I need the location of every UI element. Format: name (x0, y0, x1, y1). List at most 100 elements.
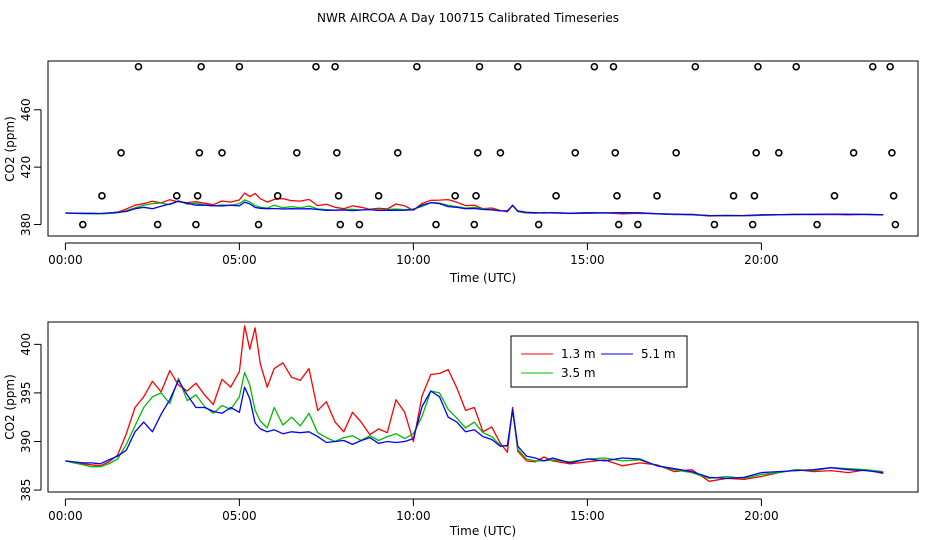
calibration-point (792, 62, 801, 71)
calibration-point (691, 62, 700, 71)
co2-timeseries-panel: 00:00 05:00 10:00 15:00 20:00 385 390 395 400 T… (3, 321, 919, 538)
calibration-point (197, 62, 205, 71)
calibration-point (634, 220, 642, 229)
calibration-point (117, 149, 125, 157)
calibration-point (254, 220, 263, 229)
legend-label-3-5m: 3.5 m (561, 366, 596, 380)
legend-label-1-3m: 1.3 m (561, 347, 596, 361)
bottom-plot-frame (47, 321, 919, 493)
calibration-point (192, 220, 200, 229)
legend-box (510, 335, 688, 388)
bottom-series-5-1-mm (65, 379, 884, 480)
top-y-tick-label: 380 (19, 213, 33, 236)
calibration-point (312, 62, 320, 71)
top-y-tick-label: 460 (19, 98, 33, 121)
calibration-point (355, 220, 364, 229)
calibration-point (571, 149, 580, 157)
calibration-point (336, 220, 345, 229)
calibration-point (496, 149, 505, 157)
calibration-point (889, 192, 898, 200)
top-series-5-1-mm (65, 200, 884, 217)
top-x-tick-label: 10:00 (396, 253, 431, 267)
calibration-point (218, 149, 226, 157)
bottom-series-3-5-mm (65, 371, 884, 480)
legend-label-5-1m: 5.1 m (641, 347, 676, 361)
bottom-x-tick-label: 00:00 (48, 509, 83, 523)
bottom-y-tick-label: 395 (19, 381, 33, 404)
calibration-point (333, 149, 341, 157)
bottom-x-tick-label: 05:00 (222, 509, 257, 523)
calibration-point (451, 192, 459, 200)
calibration-point (710, 220, 719, 229)
calibration-point (849, 149, 858, 157)
calibration-point (534, 220, 543, 229)
calibration-point (172, 192, 181, 200)
calibration-point (470, 220, 479, 229)
calibration-point (413, 62, 421, 71)
calibration-point (613, 192, 621, 200)
calibration-point (830, 192, 839, 200)
calibration-point (750, 192, 759, 200)
bottom-x-axis: 00:00 05:00 10:00 15:00 20:00 (48, 498, 779, 523)
bottom-series-1-3-mm (65, 325, 884, 482)
calibration-point (193, 192, 202, 200)
bottom-x-tick-label: 15:00 (570, 509, 605, 523)
top-series-lines (65, 192, 884, 217)
bottom-y-tick-label: 400 (19, 333, 33, 356)
bottom-y-axis: 385 390 395 400 (19, 333, 42, 502)
calibration-point (134, 62, 143, 71)
bottom-series-lines (65, 325, 884, 482)
calibration-point (888, 149, 896, 157)
top-plot-frame (47, 60, 919, 237)
calibration-point (752, 149, 760, 157)
calibration-point (886, 62, 894, 71)
calibration-point (473, 149, 482, 157)
calibration-point (891, 220, 900, 229)
calibration-point (235, 62, 244, 71)
top-y-tick-label: 420 (19, 156, 33, 179)
top-x-tick-label: 05:00 (222, 253, 257, 267)
calibration-point (813, 220, 821, 229)
calibration-point (552, 192, 560, 200)
top-x-axis-label: Time (UTC) (449, 271, 516, 285)
calibration-point (754, 62, 762, 71)
calibration-point (729, 192, 738, 200)
calibrated-timeseries-panel: 00:00 05:00 10:00 15:00 20:00 380 420 460 Time… (3, 60, 919, 285)
bottom-x-tick-label: 20:00 (744, 509, 779, 523)
top-x-tick-label: 15:00 (570, 253, 605, 267)
legend: 1.3 m 5.1 m 3.5 m (510, 335, 688, 388)
calibration-point (868, 62, 877, 71)
calibration-point (153, 220, 162, 229)
calibration-point (614, 220, 623, 229)
calibration-point (393, 149, 402, 157)
calibration-point (611, 149, 620, 157)
calibration-point (273, 192, 282, 200)
calibration-point (293, 149, 301, 157)
top-x-axis: 00:00 05:00 10:00 15:00 20:00 (48, 242, 779, 267)
bottom-y-tick-label: 390 (19, 430, 33, 453)
top-x-tick-label: 20:00 (744, 253, 779, 267)
top-y-axis: 380 420 460 (19, 98, 42, 236)
top-y-axis-label: CO2 (ppm) (3, 116, 17, 182)
calibration-point (98, 192, 106, 200)
calibration-point (653, 192, 661, 200)
calibration-point (432, 220, 440, 229)
page-title: NWR AIRCOA A Day 100715 Calibrated Times… (317, 11, 619, 25)
bottom-y-axis-label: CO2 (ppm) (3, 374, 17, 440)
calibration-point (79, 220, 87, 229)
calibration-point (513, 62, 522, 71)
calibration-point (472, 192, 480, 200)
calibration-point (475, 62, 484, 71)
bottom-y-tick-label: 385 (19, 479, 33, 502)
calibration-point (672, 149, 680, 157)
calibration-point (774, 149, 783, 157)
calibration-point (195, 149, 204, 157)
calibration-point (590, 62, 599, 71)
bottom-x-tick-label: 10:00 (396, 509, 431, 523)
top-x-tick-label: 00:00 (48, 253, 83, 267)
calibration-point (374, 192, 383, 200)
top-calibration-points (79, 62, 900, 229)
bottom-x-axis-label: Time (UTC) (449, 524, 516, 538)
calibration-point (748, 220, 757, 229)
